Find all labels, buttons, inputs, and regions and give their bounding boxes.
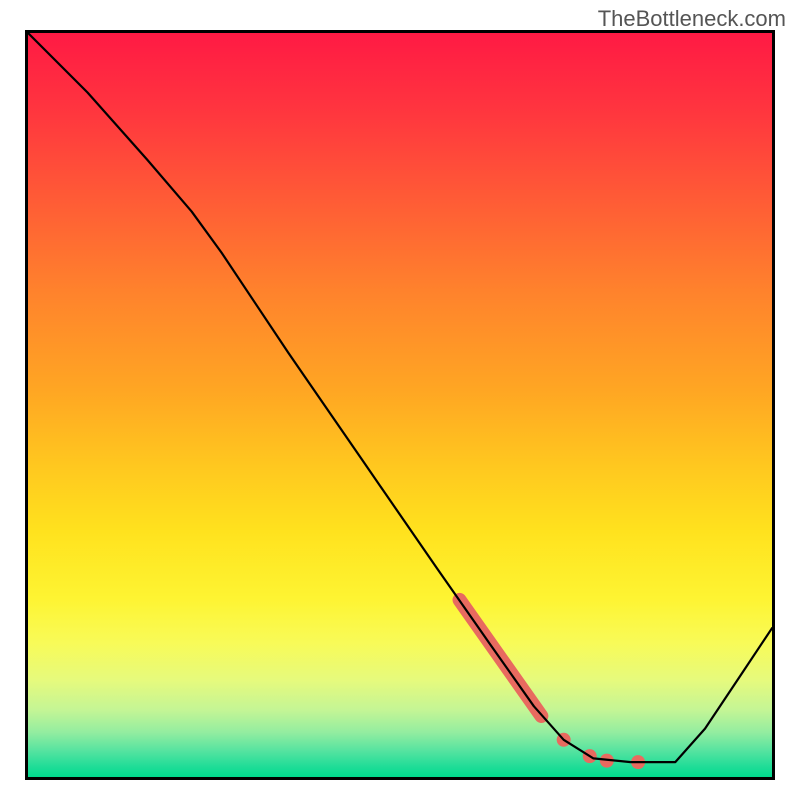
plot-area: [25, 30, 775, 780]
attribution-text: TheBottleneck.com: [598, 6, 786, 32]
marker-dots: [557, 733, 645, 769]
chart-container: TheBottleneck.com: [0, 0, 800, 800]
curve-overlay: [28, 33, 772, 777]
curve-line: [28, 33, 772, 762]
